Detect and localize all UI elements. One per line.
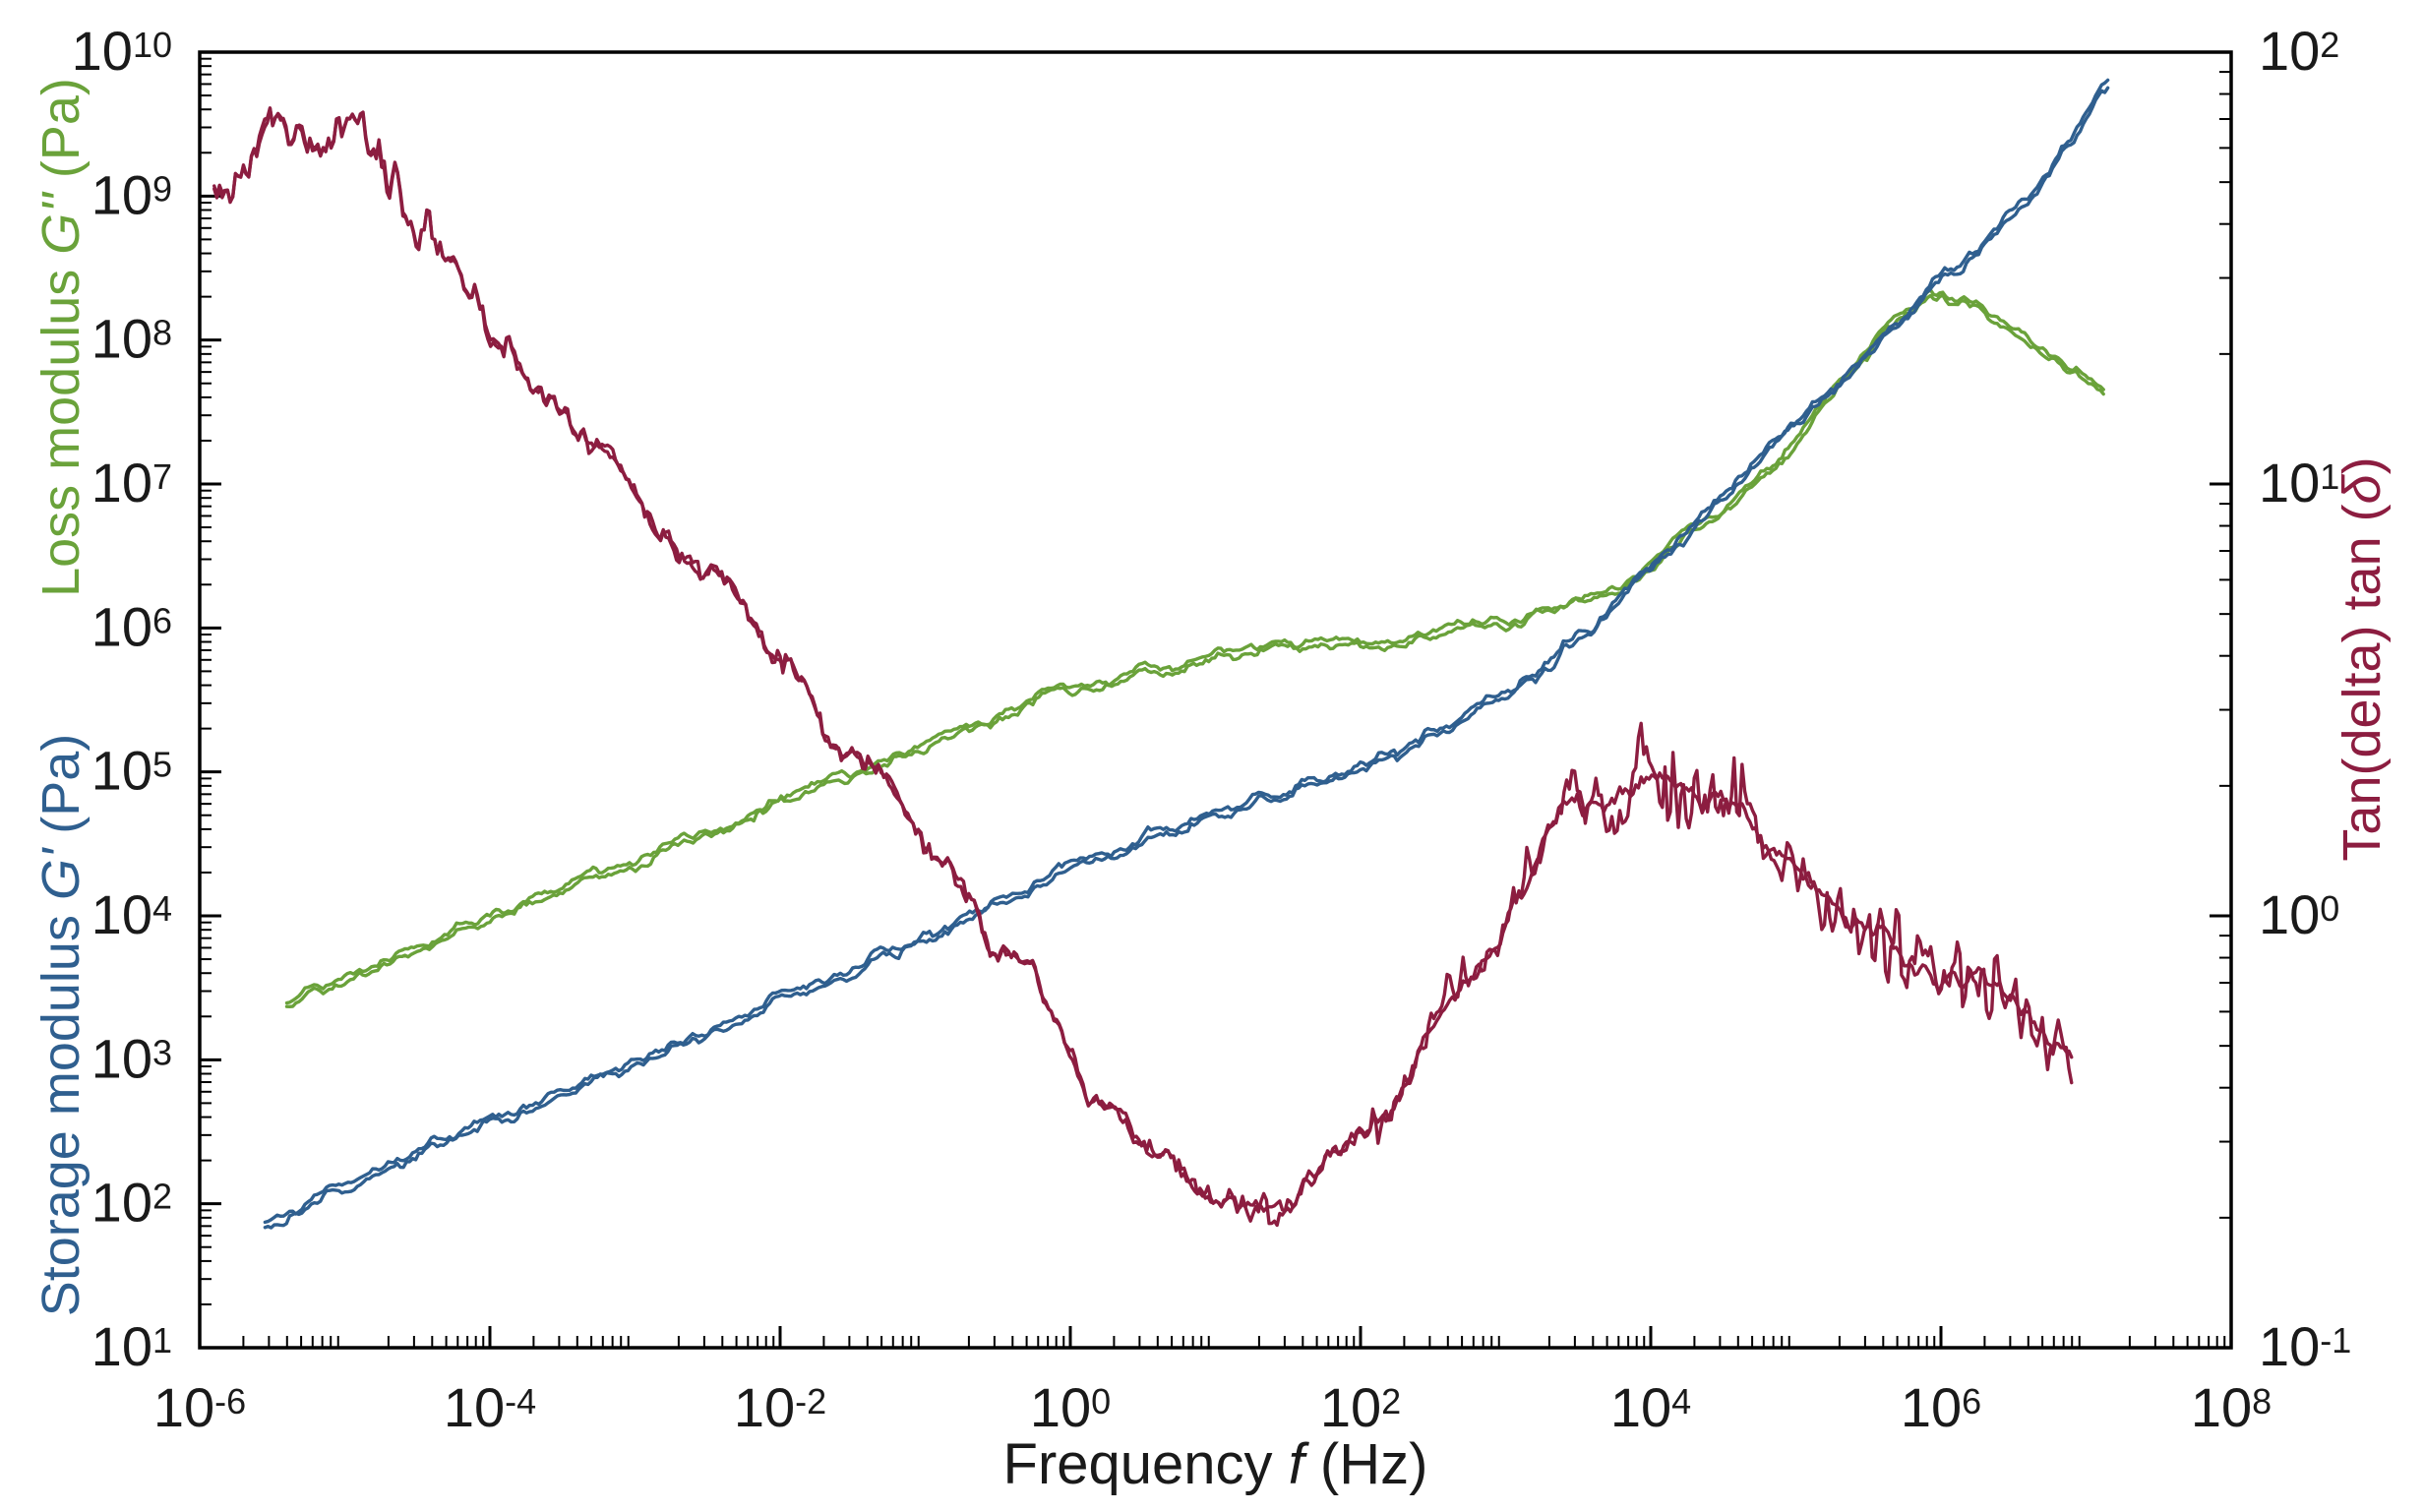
svg-text:10-6: 10-6	[153, 1376, 246, 1438]
svg-text:103: 103	[91, 1027, 172, 1089]
svg-text:102: 102	[1320, 1376, 1401, 1438]
svg-text:107: 107	[91, 452, 172, 514]
svg-text:108: 108	[2191, 1376, 2272, 1438]
svg-text:104: 104	[91, 883, 172, 945]
svg-text:108: 108	[91, 308, 172, 370]
svg-text:101: 101	[2259, 452, 2339, 514]
svg-text:106: 106	[1901, 1376, 1981, 1438]
svg-text:10-2: 10-2	[734, 1376, 826, 1438]
svg-text:100: 100	[1030, 1376, 1111, 1438]
svg-text:10-1: 10-1	[2259, 1315, 2351, 1377]
svg-text:106: 106	[91, 595, 172, 657]
svg-text:100: 100	[2259, 883, 2339, 945]
svg-text:109: 109	[91, 163, 172, 225]
svg-text:102: 102	[91, 1172, 172, 1234]
svg-text:105: 105	[91, 740, 172, 802]
svg-text:104: 104	[1610, 1376, 1691, 1438]
svg-text:101: 101	[91, 1315, 172, 1377]
svg-text:102: 102	[2259, 20, 2339, 82]
svg-text:10-4: 10-4	[444, 1376, 536, 1438]
